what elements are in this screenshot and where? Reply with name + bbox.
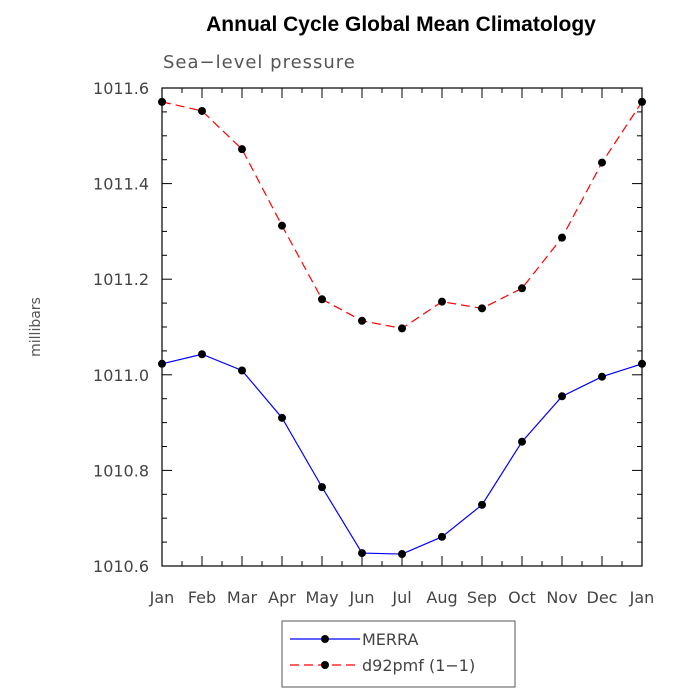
- data-point: [158, 359, 166, 368]
- data-point: [438, 532, 446, 541]
- x-tick-label: Sep: [467, 588, 497, 607]
- x-tick-label: Apr: [268, 588, 296, 607]
- data-point: [398, 324, 406, 333]
- x-tick-label: Feb: [188, 588, 216, 607]
- data-point: [318, 295, 326, 304]
- y-tick-label: 1011.4: [93, 175, 149, 194]
- data-point: [438, 297, 446, 306]
- x-tick-label: Jul: [391, 588, 411, 607]
- series-0: [158, 350, 646, 559]
- x-tick-label: Jan: [629, 588, 655, 607]
- x-tick-label: Dec: [587, 588, 618, 607]
- data-point: [598, 158, 606, 167]
- legend-label: MERRA: [362, 630, 419, 649]
- y-tick-label: 1010.6: [93, 557, 149, 576]
- data-point: [558, 233, 566, 242]
- series-line: [161, 101, 643, 330]
- x-tick-label: Nov: [546, 588, 577, 607]
- data-point: [318, 483, 326, 492]
- y-tick-label: 1011.2: [93, 270, 149, 289]
- data-point: [638, 97, 646, 106]
- series-line: [161, 353, 643, 555]
- y-axis-label: millibars: [28, 297, 44, 357]
- x-tick-labels: Jan Feb Mar Apr May Jun Jul Aug Sep Oct Nov Dec Jan: [149, 588, 655, 607]
- x-tick-label: Oct: [508, 588, 536, 607]
- data-point: [558, 392, 566, 401]
- y-tick-labels: 1010.6 1010.8 1011.0 1011.2 1011.4 1011.6: [93, 79, 149, 576]
- data-point: [278, 221, 286, 230]
- data-point: [518, 284, 526, 293]
- legend-item: MERRA: [290, 630, 419, 649]
- data-point: [358, 549, 366, 558]
- data-point: [638, 359, 646, 368]
- x-tick-label: Mar: [227, 588, 258, 607]
- data-point: [518, 437, 526, 446]
- series-1: [158, 97, 646, 333]
- data-point: [478, 500, 486, 509]
- data-point: [198, 106, 206, 115]
- data-point: [398, 550, 406, 559]
- y-tick-label: 1011.6: [93, 79, 149, 98]
- legend: MERRA d92pmf (1−1): [281, 620, 516, 688]
- data-point: [158, 97, 166, 106]
- data-point: [358, 316, 366, 325]
- x-tick-label: May: [305, 588, 338, 607]
- x-tick-label: Aug: [426, 588, 457, 607]
- data-point: [598, 372, 606, 381]
- legend-item: d92pmf (1−1): [290, 656, 475, 675]
- y-tick-label: 1010.8: [93, 461, 149, 480]
- x-tick-label: Jun: [349, 588, 375, 607]
- data-point: [478, 304, 486, 313]
- y-tick-label: 1011.0: [93, 366, 149, 385]
- x-tick-label: Jan: [149, 588, 175, 607]
- axis-ticks: [161, 87, 643, 567]
- data-point: [198, 350, 206, 359]
- chart-subtitle: Sea−level pressure: [163, 52, 356, 73]
- legend-marker: [321, 661, 329, 669]
- legend-marker: [321, 635, 329, 643]
- data-point: [238, 145, 246, 154]
- chart-title: Annual Cycle Global Mean Climatology: [206, 13, 596, 36]
- legend-label: d92pmf (1−1): [362, 656, 475, 675]
- data-point: [278, 413, 286, 422]
- data-point: [238, 366, 246, 375]
- legend-box: [281, 620, 516, 688]
- series-lines: [158, 97, 646, 559]
